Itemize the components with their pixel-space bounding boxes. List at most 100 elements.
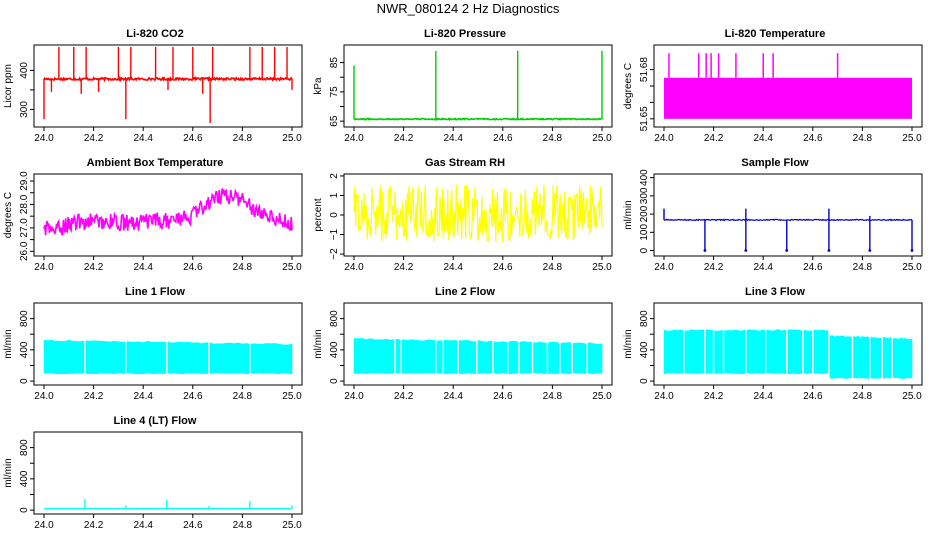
x-tick-label: 25.0 (282, 133, 302, 144)
x-tick-label: 24.2 (84, 391, 104, 402)
plot-area (44, 188, 292, 235)
dip-point-0 (704, 249, 707, 252)
x-tick-label: 24.4 (133, 262, 153, 273)
y-tick-label: 1 (329, 192, 340, 198)
x-tick-label: 24.0 (654, 391, 674, 402)
y-tick-label: 400 (639, 169, 650, 186)
plot-area (664, 209, 913, 252)
y-axis-label: ml/min (623, 329, 634, 358)
x-tick-label: 24.4 (133, 133, 153, 144)
series-line (664, 219, 912, 220)
y-tick-label: 800 (639, 310, 650, 327)
x-tick-label: 24.0 (654, 133, 674, 144)
plot-area (44, 305, 292, 383)
x-tick-label: 24.8 (543, 391, 563, 402)
plot-frame (344, 45, 612, 127)
y-tick-label: 300 (639, 187, 650, 204)
dip-point-5 (911, 249, 914, 252)
series-line (354, 119, 602, 120)
y-tick-label: −2 (329, 248, 340, 260)
x-tick-label: 24.8 (233, 262, 253, 273)
plot-area (44, 47, 292, 123)
x-tick-label: 24.6 (803, 133, 823, 144)
x-tick-label: 24.6 (803, 262, 823, 273)
y-tick-label: 29.0 (19, 171, 30, 191)
x-tick-label: 24.4 (753, 262, 773, 273)
series-line (44, 188, 292, 235)
x-tick-label: 24.4 (443, 133, 463, 144)
x-tick-label: 25.0 (592, 133, 612, 144)
x-tick-label: 25.0 (902, 391, 922, 402)
plot-area (664, 305, 912, 383)
y-tick-label: 51.68 (639, 57, 650, 82)
x-tick-label: 24.6 (183, 520, 203, 531)
y-axis: 65 75 85 (329, 57, 344, 127)
y-axis-label: degrees C (623, 63, 634, 109)
x-tick-label: 25.0 (592, 391, 612, 402)
x-tick-label: 24.6 (493, 391, 513, 402)
series-line (354, 184, 602, 242)
x-tick-label: 24.0 (34, 262, 54, 273)
y-tick-label: 85 (329, 57, 340, 69)
y-tick-label: 100 (639, 224, 650, 241)
x-tick-label: 24.6 (493, 262, 513, 273)
plot-area (354, 51, 602, 120)
x-tick-label: 24.8 (853, 262, 873, 273)
x-tick-label: 24.4 (133, 520, 153, 531)
plot-frame (654, 174, 922, 256)
y-tick-label: 300 (19, 101, 30, 118)
x-tick-label: 24.2 (394, 391, 414, 402)
y-tick-label: 400 (19, 62, 30, 79)
x-tick-label: 24.8 (233, 133, 253, 144)
y-tick-label: 65 (329, 115, 340, 127)
x-tick-label: 25.0 (282, 262, 302, 273)
y-axis-label: kPa (313, 77, 324, 95)
y-tick-label: 200 (639, 205, 650, 222)
y-tick-label: 400 (19, 470, 30, 487)
x-tick-label: 24.2 (84, 520, 104, 531)
plot-area (354, 184, 602, 242)
y-tick-label: 26.0 (19, 241, 30, 261)
x-tick-label: 24.2 (704, 391, 724, 402)
x-tick-label: 24.6 (493, 133, 513, 144)
x-tick-label: 24.0 (344, 391, 364, 402)
y-tick-label: 0 (329, 378, 340, 384)
x-tick-label: 24.8 (853, 391, 873, 402)
y-tick-label: 75 (329, 86, 340, 98)
page-title: NWR_080124 2 Hz Diagnostics (0, 1, 936, 16)
x-axis: 24.0 24.2 24.4 24.6 24.8 25.0 (34, 127, 302, 144)
y-tick-label: 27.0 (19, 218, 30, 238)
x-tick-label: 24.8 (233, 520, 253, 531)
plot-area (44, 499, 292, 509)
x-tick-label: 24.6 (183, 133, 203, 144)
y-tick-label: 2 (329, 173, 340, 179)
x-tick-label: 24.2 (84, 133, 104, 144)
dip-point-2 (785, 249, 788, 252)
y-tick-label: 400 (19, 341, 30, 358)
x-tick-label: 24.4 (443, 262, 463, 273)
x-tick-label: 24.0 (34, 133, 54, 144)
dip-point-1 (744, 249, 747, 252)
x-tick-label: 24.8 (853, 133, 873, 144)
x-tick-label: 24.6 (803, 391, 823, 402)
y-tick-label: 800 (329, 310, 340, 327)
